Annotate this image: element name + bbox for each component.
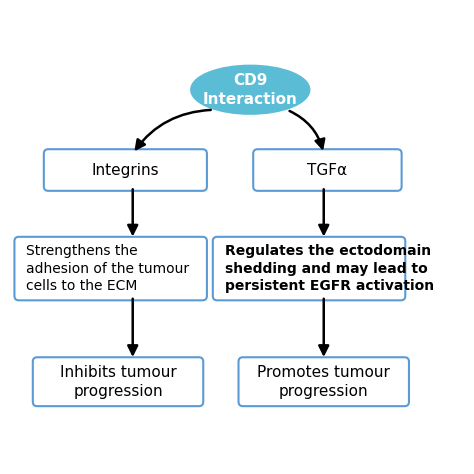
Ellipse shape — [191, 66, 309, 113]
Text: Promotes tumour
progression: Promotes tumour progression — [257, 365, 390, 399]
Text: Integrins: Integrins — [91, 163, 159, 178]
FancyBboxPatch shape — [253, 149, 401, 191]
Text: CD9
Interaction: CD9 Interaction — [203, 73, 298, 107]
FancyBboxPatch shape — [33, 357, 203, 406]
Text: Inhibits tumour
progression: Inhibits tumour progression — [60, 365, 176, 399]
Text: TGFα: TGFα — [307, 163, 347, 178]
Text: Regulates the ectodomain
shedding and may lead to
persistent EGFR activation: Regulates the ectodomain shedding and ma… — [225, 244, 434, 293]
FancyBboxPatch shape — [14, 237, 207, 301]
Text: Strengthens the
adhesion of the tumour
cells to the ECM: Strengthens the adhesion of the tumour c… — [26, 244, 189, 293]
FancyBboxPatch shape — [44, 149, 207, 191]
FancyBboxPatch shape — [213, 237, 405, 301]
FancyBboxPatch shape — [238, 357, 409, 406]
